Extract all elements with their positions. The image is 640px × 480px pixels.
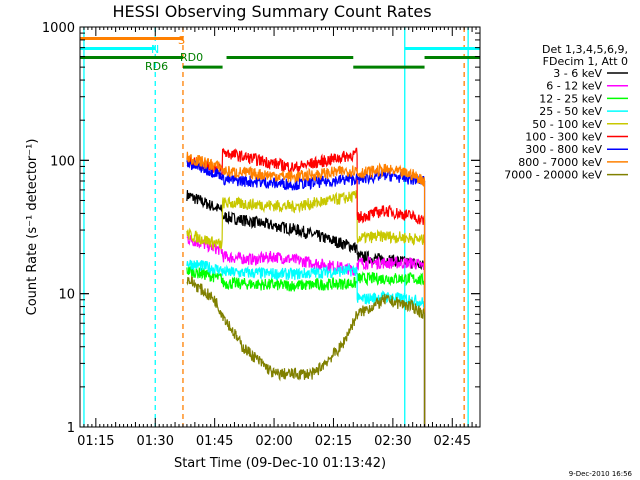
axis-ticks bbox=[79, 26, 481, 428]
x-axis-label: Start Time (09-Dec-10 01:13:42) bbox=[174, 456, 386, 471]
series-8 bbox=[186, 275, 426, 427]
annotation-rd6: RD6 bbox=[145, 60, 168, 73]
series-layer bbox=[186, 147, 426, 427]
plot-area: S N RD0 RD6 bbox=[79, 26, 481, 428]
legend-label-7: 800 - 7000 keV bbox=[518, 156, 602, 169]
x-tick-label-0: 01:15 bbox=[77, 434, 114, 449]
legend-label-2: 12 - 25 keV bbox=[539, 92, 602, 105]
plot-frame bbox=[79, 26, 481, 428]
x-tick-label-2: 01:45 bbox=[196, 434, 233, 449]
legend-label-8: 7000 - 20000 keV bbox=[504, 169, 602, 182]
legend-label-4: 50 - 100 keV bbox=[532, 118, 602, 131]
vlines-layer bbox=[83, 27, 469, 427]
annotation-rd0: RD0 bbox=[180, 51, 203, 64]
x-tick-label-4: 02:15 bbox=[315, 434, 352, 449]
y-tick-label-1: 10 bbox=[58, 288, 75, 303]
legend-label-3: 25 - 50 keV bbox=[539, 105, 602, 118]
footer-timestamp: 9-Dec-2010 16:56 bbox=[569, 470, 633, 478]
series-line-4 bbox=[186, 190, 426, 251]
y-tick-label-2: 100 bbox=[50, 154, 75, 169]
series-line-2 bbox=[186, 266, 426, 292]
y-tick-label-0: 1 bbox=[67, 421, 75, 436]
chart-title: HESSI Observing Summary Count Rates bbox=[112, 2, 431, 21]
legend-label-6: 300 - 800 keV bbox=[525, 143, 602, 156]
y-tick-labels: 1 10 100 1000 bbox=[42, 21, 75, 436]
series-line-8 bbox=[186, 275, 426, 382]
x-tick-label-3: 02:00 bbox=[255, 434, 292, 449]
legend-label-5: 100 - 300 keV bbox=[525, 131, 602, 144]
series-line-7 bbox=[186, 151, 426, 187]
annotation-layer: S N RD0 RD6 bbox=[145, 34, 203, 73]
y-tick-label-3: 1000 bbox=[42, 21, 75, 36]
x-tick-labels: 01:15 01:30 01:45 02:00 02:15 02:30 02:45 bbox=[77, 434, 471, 449]
legend-header-line-1: Det 1,3,4,5,6,9, bbox=[542, 43, 628, 56]
y-axis-label: Count Rate (s⁻¹ detector⁻¹) bbox=[25, 139, 40, 316]
flags-layer bbox=[80, 36, 480, 69]
series-line-5 bbox=[186, 147, 426, 225]
legend-label-1: 6 - 12 keV bbox=[546, 80, 602, 93]
series-line-1 bbox=[186, 235, 426, 276]
legend: Det 1,3,4,5,6,9, FDecim 1, Att 0 3 - 6 k… bbox=[504, 43, 628, 182]
legend-label-0: 3 - 6 keV bbox=[553, 67, 602, 80]
x-tick-label-5: 02:30 bbox=[374, 434, 411, 449]
x-tick-label-1: 01:30 bbox=[137, 434, 174, 449]
legend-header-line-2: FDecim 1, Att 0 bbox=[543, 55, 628, 68]
x-tick-label-6: 02:45 bbox=[434, 434, 471, 449]
annotation-s: S bbox=[178, 34, 185, 47]
annotation-n: N bbox=[151, 43, 159, 56]
